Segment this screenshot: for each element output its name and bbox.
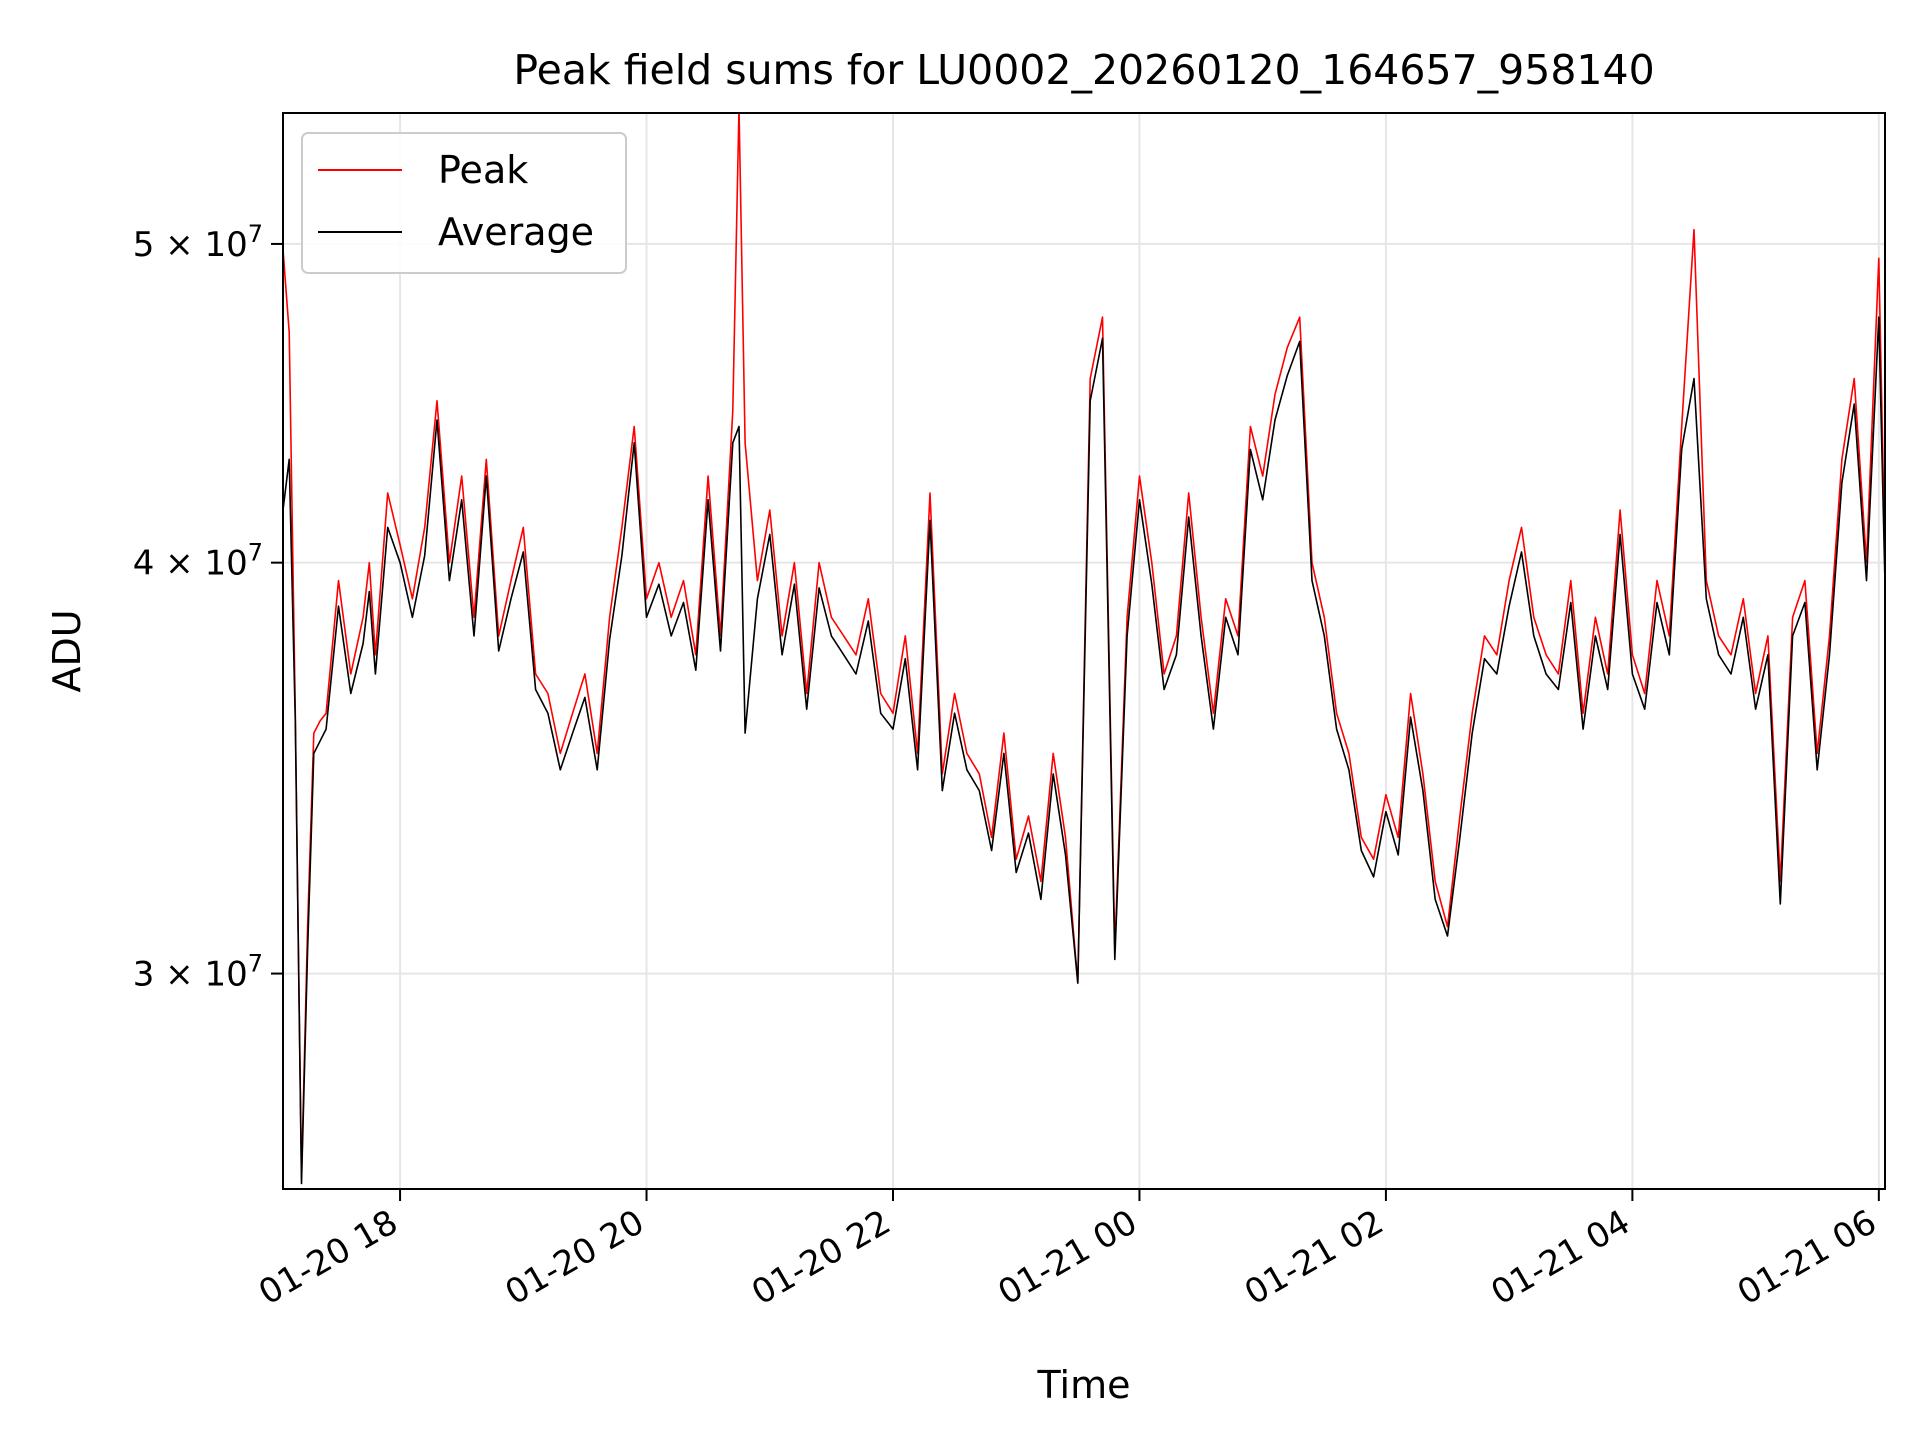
series-line-average	[283, 316, 1885, 1185]
y-tick-label: 4 × 107	[133, 539, 263, 584]
legend-average-label: Average	[438, 210, 594, 254]
legend: Peak Average	[301, 132, 627, 274]
legend-box	[301, 132, 627, 274]
y-axis: 3 × 107 4 × 107 5 × 107	[133, 220, 283, 995]
series-line-peak	[283, 113, 1885, 1179]
x-axis-label: Time	[1037, 1363, 1131, 1407]
plot-frame	[282, 112, 1886, 1190]
y-axis-label: ADU	[45, 609, 89, 692]
y-tick-label: 5 × 107	[133, 220, 263, 265]
series-layer	[283, 113, 1885, 1185]
legend-peak-label: Peak	[438, 148, 528, 192]
chart-title: Peak field sums for LU0002_20260120_1646…	[513, 46, 1654, 94]
y-tick-label: 3 × 107	[133, 950, 263, 995]
